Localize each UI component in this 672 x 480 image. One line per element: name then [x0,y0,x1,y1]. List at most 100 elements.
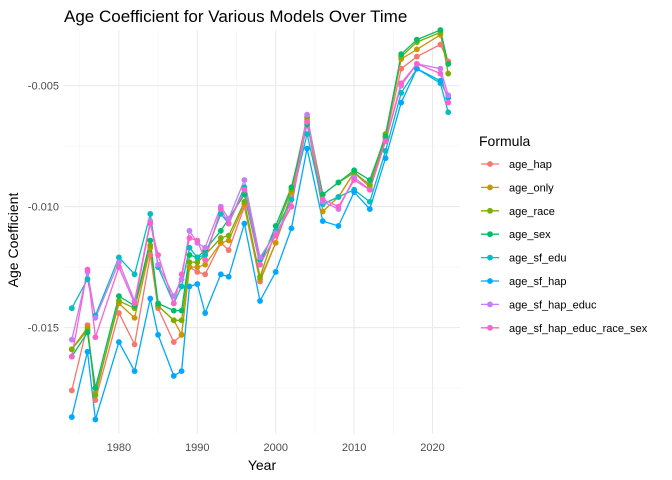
data-point-age_sf_hap_educ_race_sex [257,261,263,268]
data-point-age_sf_hap_educ_race_sex [225,220,232,227]
y-tick-label: -0.005 [28,81,59,93]
data-point-age_sf_edu [68,305,75,312]
series-line-age_sf_hap_educ_race_sex [71,63,449,357]
data-point-age_hap [202,271,209,278]
data-point-age_sf_hap_educ_race_sex [319,196,326,203]
x-tick-label: 1990 [185,442,209,454]
data-point-age_hap [68,387,75,394]
data-point-age_race [186,259,193,266]
data-point-age_only [178,331,185,338]
data-point-age_sex [319,191,326,198]
data-point-age_sf_edu [445,109,452,116]
data-point-age_sf_hap [178,368,185,375]
data-point-age_sf_hap_educ [257,254,263,261]
data-point-age_sf_hap [413,65,420,72]
data-point-age_sf_hap [335,223,342,229]
legend-key-point-age_only [487,184,493,191]
data-point-age_sex [241,191,248,198]
chart-title: Age Coefficient for Various Models Over … [64,7,407,26]
data-point-age_sf_hap [366,206,373,212]
data-point-age_sf_hap_educ_race_sex [413,60,420,67]
data-point-age_sf_hap [272,269,279,275]
data-point-age_sf_edu [147,210,154,217]
data-point-age_race [257,273,263,280]
data-point-age_sf_hap_educ [225,215,232,222]
legend-label-age_sf_edu: age_sf_edu [509,253,567,265]
data-point-age_sf_hap_educ_race_sex [241,186,248,193]
data-point-age_sf_hap [382,155,389,162]
data-point-age_sf_hap_educ [92,314,99,321]
data-point-age_sf_hap_educ_race_sex [147,220,154,227]
data-point-age_sex [335,179,342,186]
data-point-age_sf_hap_educ_race_sex [304,119,310,125]
data-point-age_sf_edu [131,271,138,278]
data-point-age_sf_edu [115,254,122,261]
data-point-age_sf_hap_educ_race_sex [115,264,122,270]
data-point-age_sf_edu [178,283,185,290]
data-point-age_sf_hap_educ_race_sex [398,80,405,87]
data-point-age_sf_hap [170,373,177,379]
series-line-age_sf_hap [71,67,449,420]
data-point-age_race [115,298,122,304]
data-point-age_sf_hap [351,189,358,195]
data-point-age_sf_hap [186,283,193,290]
data-point-age_only [194,264,201,270]
series-line-age_race [71,31,449,396]
data-point-age_sex [288,184,295,191]
data-point-age_hap [413,53,420,60]
series-lines [71,29,449,420]
grid-major [64,30,460,434]
data-point-age_sf_hap_educ_race_sex [351,177,358,183]
data-point-age_sf_edu [335,194,342,200]
data-point-age_sf_hap [304,145,310,152]
data-point-age_hap [398,65,405,72]
data-point-age_sf_hap [398,99,405,106]
data-point-age_sf_hap [194,281,201,287]
data-point-age_sf_hap_educ_race_sex [335,203,342,210]
data-point-age_sf_hap_educ_race_sex [202,256,209,263]
data-point-age_sex [92,385,99,391]
series-line-age_hap [71,43,449,401]
data-point-age_only [131,314,138,321]
data-point-age_race [92,392,99,399]
legend-key-point-age_hap [487,161,493,167]
series-line-age_sex [71,29,449,389]
data-point-age_race [366,181,373,188]
data-point-age_sf_hap_educ_race_sex [155,252,161,258]
data-point-age_sf_hap [155,331,161,338]
legend-key-point-age_race [487,207,493,214]
data-point-age_sf_edu [304,131,310,137]
data-point-age_sex [84,329,91,336]
data-point-age_sf_hap [147,295,154,302]
data-point-age_sf_hap_educ [170,293,177,300]
data-point-age_sex [186,252,193,258]
data-point-age_race [147,242,154,249]
data-point-age_sex [217,227,224,234]
legend-key-point-age_sf_hap_educ [487,301,493,308]
data-point-age_sex [155,300,161,307]
y-axis-title: Age Coefficient [5,193,21,288]
data-point-age_race [68,346,75,353]
data-point-age_sf_hap_educ_race_sex [194,237,201,244]
data-point-age_sex [445,60,452,67]
data-point-age_sf_edu [186,244,193,251]
data-point-age_sex [170,307,177,314]
data-point-age_only [217,239,224,246]
data-point-age_sf_edu [194,254,201,261]
data-point-age_sf_hap [225,273,232,280]
data-point-age_sex [178,307,185,314]
legend-label-age_sf_hap: age_sf_hap [509,276,567,288]
data-point-age_sf_hap [92,416,99,423]
legend-label-age_hap: age_hap [509,159,552,171]
data-point-age_sf_hap_educ [186,227,193,234]
x-tick-label: 2000 [263,442,287,454]
data-point-age_sf_edu [217,210,224,217]
data-point-age_sf_hap_educ [437,65,444,72]
x-tick-label: 2010 [342,442,366,454]
data-point-age_sex [382,133,389,140]
data-point-age_sf_hap_educ [68,336,75,343]
data-point-age_sf_hap [131,368,138,375]
data-point-age_sf_hap_educ_race_sex [178,271,185,278]
data-point-age_sf_hap_educ_race_sex [217,206,224,212]
data-point-age_sf_hap_educ_race_sex [92,334,99,341]
